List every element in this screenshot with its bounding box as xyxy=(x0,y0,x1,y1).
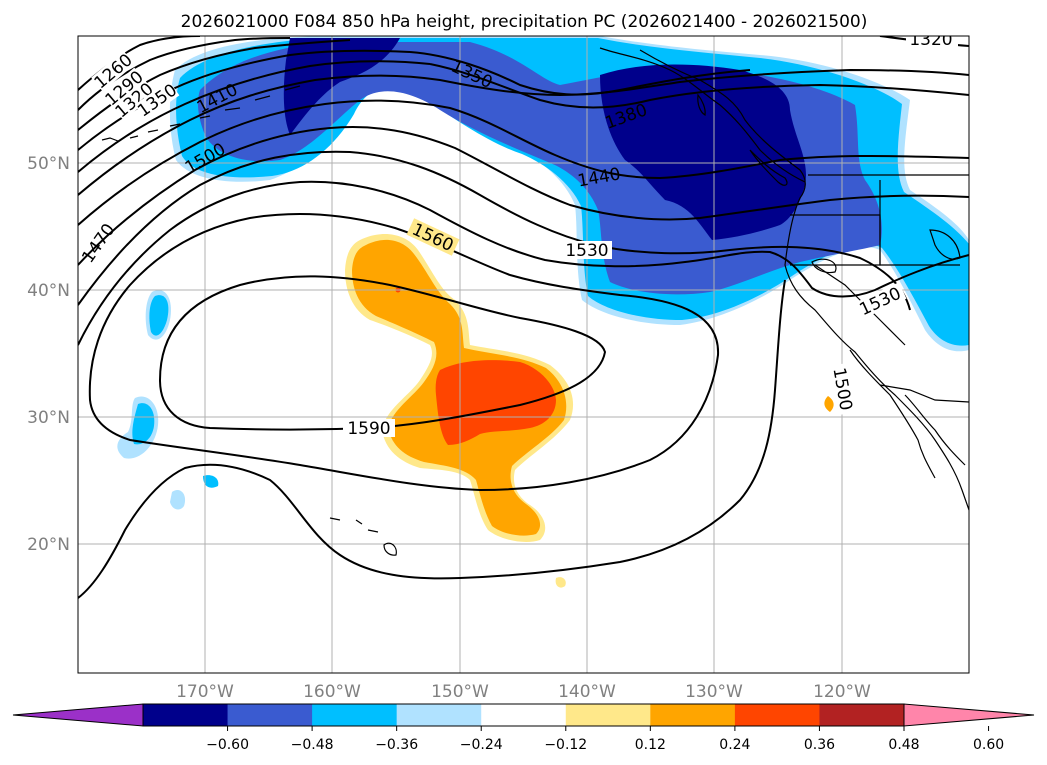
lon-label-130w: 130°W xyxy=(685,682,743,702)
lon-label-160w: 160°W xyxy=(303,682,361,702)
coastline-gulf-of-california xyxy=(904,394,966,466)
contour-label-1320-east: 1320 xyxy=(909,30,952,50)
lon-label-140w: 140°W xyxy=(558,682,616,702)
colorbar-tick-label: −0.24 xyxy=(460,737,503,753)
blob-yellow-small-south xyxy=(555,577,566,588)
colorbar-tick-label: −0.60 xyxy=(206,737,249,753)
colorbar-ticks: −0.60 −0.48 −0.36 −0.24 −0.12 0.12 0.24 0.36 0.4… xyxy=(206,726,1004,753)
colorbar-tick-label: 0.24 xyxy=(719,737,750,753)
latitude-labels: 50°N 40°N 30°N 20°N xyxy=(27,154,70,555)
contour-1590 xyxy=(158,275,607,431)
hawaii-islands xyxy=(329,517,397,556)
colorbar-cell xyxy=(481,704,567,726)
colorbar-tick-label: 0.36 xyxy=(804,737,835,753)
contour-label-1590: 1590 xyxy=(347,419,390,439)
colorbar-tick-label: 0.48 xyxy=(888,737,919,753)
contour-label-bg-1 xyxy=(91,50,135,92)
contour-label-bg-4 xyxy=(134,80,180,120)
colorbar-tick-label: 0.60 xyxy=(973,737,1004,753)
colorbar: −0.60 −0.48 −0.36 −0.24 −0.12 0.12 0.24 0.36 0.4… xyxy=(12,703,1035,753)
colorbar-frame xyxy=(142,703,905,727)
contour-1500-outer xyxy=(78,150,911,311)
contour-label-bg-3 xyxy=(112,79,156,121)
lon-label-120w: 120°W xyxy=(813,682,871,702)
coastline-north-america xyxy=(639,49,969,511)
colorbar-extend-high xyxy=(903,703,1035,727)
shading-dark-navy-north xyxy=(283,38,807,240)
blob-west-3 xyxy=(170,489,186,510)
colorbar-cell xyxy=(396,704,482,726)
contour-1470 xyxy=(78,125,969,266)
contour-1560 xyxy=(88,213,720,492)
positive-pc-shading xyxy=(345,234,834,588)
colorbar-cell xyxy=(565,704,651,726)
map-layers: 1260 1290 1320 1350 1410 1500 1470 1350 … xyxy=(78,30,969,673)
vancouver-island xyxy=(749,149,788,186)
lat-label-50n: 50°N xyxy=(27,154,70,174)
blob-west-4 xyxy=(203,475,219,488)
contour-1380-west xyxy=(78,60,431,173)
contour-1530-south xyxy=(78,279,786,599)
contour-1380-east xyxy=(429,63,969,109)
contour-label-1530-central: 1530 xyxy=(565,241,608,261)
contour-label-bg-9 xyxy=(829,362,857,416)
lake-outline-1 xyxy=(811,258,837,274)
colorbar-cell xyxy=(312,704,398,726)
longitude-labels: 170°W 160°W 150°W 140°W 130°W 120°W xyxy=(176,682,871,702)
shading-red-orange xyxy=(435,360,556,445)
negative-pc-shading xyxy=(169,36,969,352)
border-us-mexico xyxy=(879,384,969,403)
colorbar-tick-label: −0.12 xyxy=(544,737,587,753)
colorbar-cells xyxy=(143,704,905,726)
colorbar-tick-label: −0.48 xyxy=(291,737,334,753)
contour-1440 xyxy=(78,99,969,226)
colorbar-cell xyxy=(227,704,313,726)
contour-label-bg-6 xyxy=(406,218,460,256)
colorbar-cell xyxy=(143,704,229,726)
contour-1350-east xyxy=(409,51,751,96)
contour-label-bg-10 xyxy=(343,419,395,437)
lat-label-40n: 40°N xyxy=(27,281,70,301)
colorbar-tick-label: −0.36 xyxy=(375,737,418,753)
colorbar-tick-label: 0.12 xyxy=(635,737,666,753)
map-title: 2026021000 F084 850 hPa height, precipit… xyxy=(181,12,868,32)
contour-1410 xyxy=(78,68,969,196)
colorbar-cell xyxy=(734,704,820,726)
contour-label-bg-8 xyxy=(853,282,907,320)
blob-orange-small-east xyxy=(824,396,834,412)
contour-label-bg-7 xyxy=(562,241,612,259)
lat-label-20n: 20°N xyxy=(27,535,70,555)
colorbar-cell xyxy=(819,704,905,726)
contour-1530 xyxy=(78,180,969,346)
contour-label-bg-2 xyxy=(102,67,146,109)
border-state-2 xyxy=(814,264,906,346)
contour-label-bg-5 xyxy=(906,36,958,49)
map-panel: 1260 1290 1320 1350 1410 1500 1470 1350 … xyxy=(77,30,970,674)
colorbar-extend-low xyxy=(12,703,144,727)
lat-label-30n: 30°N xyxy=(27,408,70,428)
blob-west-2-inner xyxy=(132,403,155,445)
aleutian-islands xyxy=(101,85,301,142)
lon-label-170w: 170°W xyxy=(176,682,234,702)
colorbar-cell xyxy=(650,704,736,726)
lon-label-150w: 150°W xyxy=(431,682,489,702)
map-frame xyxy=(77,35,970,674)
haida-gwaii xyxy=(697,93,706,116)
blob-west-1-inner xyxy=(149,295,169,336)
height-contours xyxy=(78,36,969,599)
coastline-baja xyxy=(849,349,936,479)
